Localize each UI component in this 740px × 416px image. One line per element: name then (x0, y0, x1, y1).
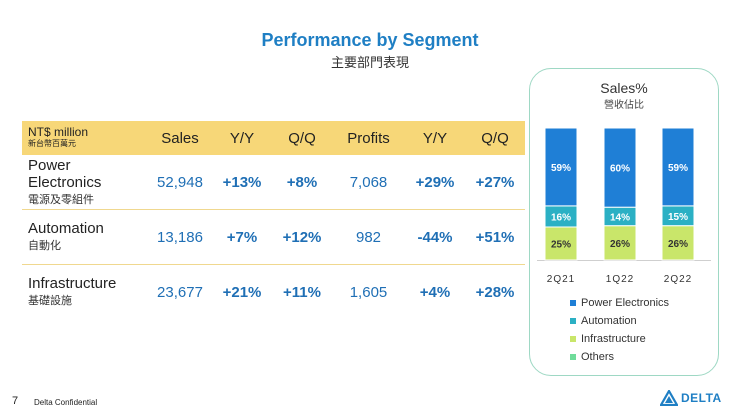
data-label: 25% (551, 240, 571, 251)
sales-chart-title: Sales% (600, 80, 648, 96)
segment-table: NT$ million 新台幣百萬元 Sales Y/Y Q/Q Profits… (22, 121, 525, 319)
unit-header: NT$ million 新台幣百萬元 (22, 121, 148, 155)
table-cell: 13,186 (148, 209, 212, 265)
page-subtitle: 主要部門表現 (330, 56, 409, 71)
column-header: Q/Q (272, 121, 332, 155)
data-label: 59% (551, 163, 571, 174)
bar-segment (603, 127, 637, 208)
table-cell: 982 (332, 209, 405, 265)
segment-name: Automation 自動化 (22, 209, 148, 265)
table-cell: 1,605 (349, 283, 388, 301)
data-label: 59% (668, 163, 688, 174)
bar-segment (661, 225, 695, 261)
table-row: Infrastructure 基礎設施 23,677 +21% +11% 1,6… (22, 265, 525, 320)
table-row: Automation 自動化 13,186 +7% +12% 982 -44% … (22, 209, 525, 265)
table-cell: 7,068 (332, 155, 405, 210)
table-cell: +11% (283, 283, 321, 301)
table-cell: +7% (212, 209, 272, 265)
table-cell: +28% (475, 283, 515, 301)
delta-logo: DELTA (660, 390, 722, 406)
delta-triangle-icon (660, 390, 678, 406)
data-label: 15% (668, 212, 688, 223)
chart-legend: Power Electronics Automation Infrastructur… (570, 294, 669, 366)
segment-name-en-line2: Electronics (28, 173, 102, 191)
legend-label: Power Electronics (581, 297, 670, 309)
data-label: 14% (610, 212, 630, 223)
column-header: Q/Q (465, 121, 525, 155)
sales-chart-subtitle: 營收佔比 (604, 100, 644, 111)
column-header: Sales (148, 121, 212, 155)
column-header: Profits (332, 121, 405, 155)
table-cell: +51% (465, 209, 525, 265)
legend-item: Automation (570, 312, 669, 330)
segment-name-en: Power (28, 156, 71, 174)
table-cell: +21% (222, 283, 262, 301)
unit-label: NT$ million (28, 125, 89, 139)
segment-name-zh: 自動化 (28, 239, 61, 252)
page-title: Performance by Segment (261, 30, 479, 50)
segment-name: Infrastructure 基礎設施 (22, 265, 148, 320)
unit-label-zh: 新台幣百萬元 (28, 139, 76, 148)
data-label: 16% (551, 212, 571, 223)
data-label: 26% (610, 239, 630, 250)
legend-swatch (570, 318, 576, 324)
table-row: Power Electronics 電源及零組件 52,948 +13% +8%… (22, 155, 525, 210)
legend-swatch (570, 336, 576, 342)
page-number: 7 (12, 395, 19, 407)
legend-label: Infrastructure (581, 333, 646, 345)
bar-segment (661, 127, 695, 207)
table-cell: +13% (212, 155, 272, 210)
x-tick-label: 2Q22 (664, 274, 692, 285)
column-header: Y/Y (405, 121, 465, 155)
logo-text: DELTA (681, 391, 722, 405)
bar-segment (544, 127, 578, 207)
legend-item: Infrastructure (570, 330, 669, 348)
segment-name-en: Infrastructure (28, 275, 117, 292)
segment-name-zh: 電源及零組件 (28, 192, 94, 206)
legend-swatch (570, 354, 576, 360)
data-label: 60% (610, 164, 630, 175)
table-cell: 52,948 (148, 155, 212, 210)
table-cell: +27% (465, 155, 525, 210)
table-cell: +29% (405, 155, 465, 210)
table-cell: +12% (272, 209, 332, 265)
legend-swatch (570, 300, 576, 306)
segment-name: Power Electronics 電源及零組件 (22, 155, 148, 210)
data-label: 26% (668, 239, 688, 250)
column-header: Y/Y (212, 121, 272, 155)
legend-label: Automation (581, 315, 637, 327)
segment-name-en: Automation (28, 220, 104, 237)
bar-segment (544, 226, 578, 261)
legend-item: Power Electronics (570, 294, 669, 312)
legend-label: Others (581, 351, 615, 363)
segment-name-zh: 基礎設施 (28, 294, 72, 307)
table-cell: +8% (272, 155, 332, 210)
bar-segment (603, 225, 637, 261)
table-cell: 23,677 (157, 283, 203, 301)
legend-item: Others (570, 348, 669, 366)
sales-stacked-bar-chart: 25% 16% 59% 2Q21 26% 14% 60% 1Q22 26% 15% 59% 2Q22 (537, 127, 711, 285)
table-header-row: NT$ million 新台幣百萬元 Sales Y/Y Q/Q Profits… (22, 121, 525, 155)
x-tick-label: 2Q21 (547, 274, 575, 285)
confidential-label: Delta Confidential (34, 398, 98, 407)
table-cell: -44% (405, 209, 465, 265)
table-cell: +4% (419, 283, 451, 301)
x-tick-label: 1Q22 (606, 274, 634, 285)
